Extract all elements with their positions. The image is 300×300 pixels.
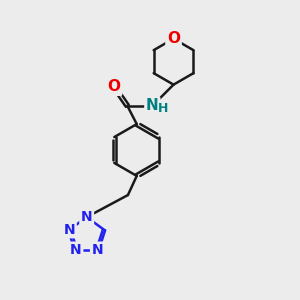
Text: O: O <box>108 79 121 94</box>
Text: N: N <box>92 243 103 257</box>
Text: N: N <box>146 98 159 113</box>
Text: O: O <box>167 31 180 46</box>
Text: N: N <box>81 210 92 224</box>
Text: N: N <box>70 243 82 257</box>
Text: N: N <box>64 223 75 237</box>
Text: H: H <box>158 102 169 115</box>
